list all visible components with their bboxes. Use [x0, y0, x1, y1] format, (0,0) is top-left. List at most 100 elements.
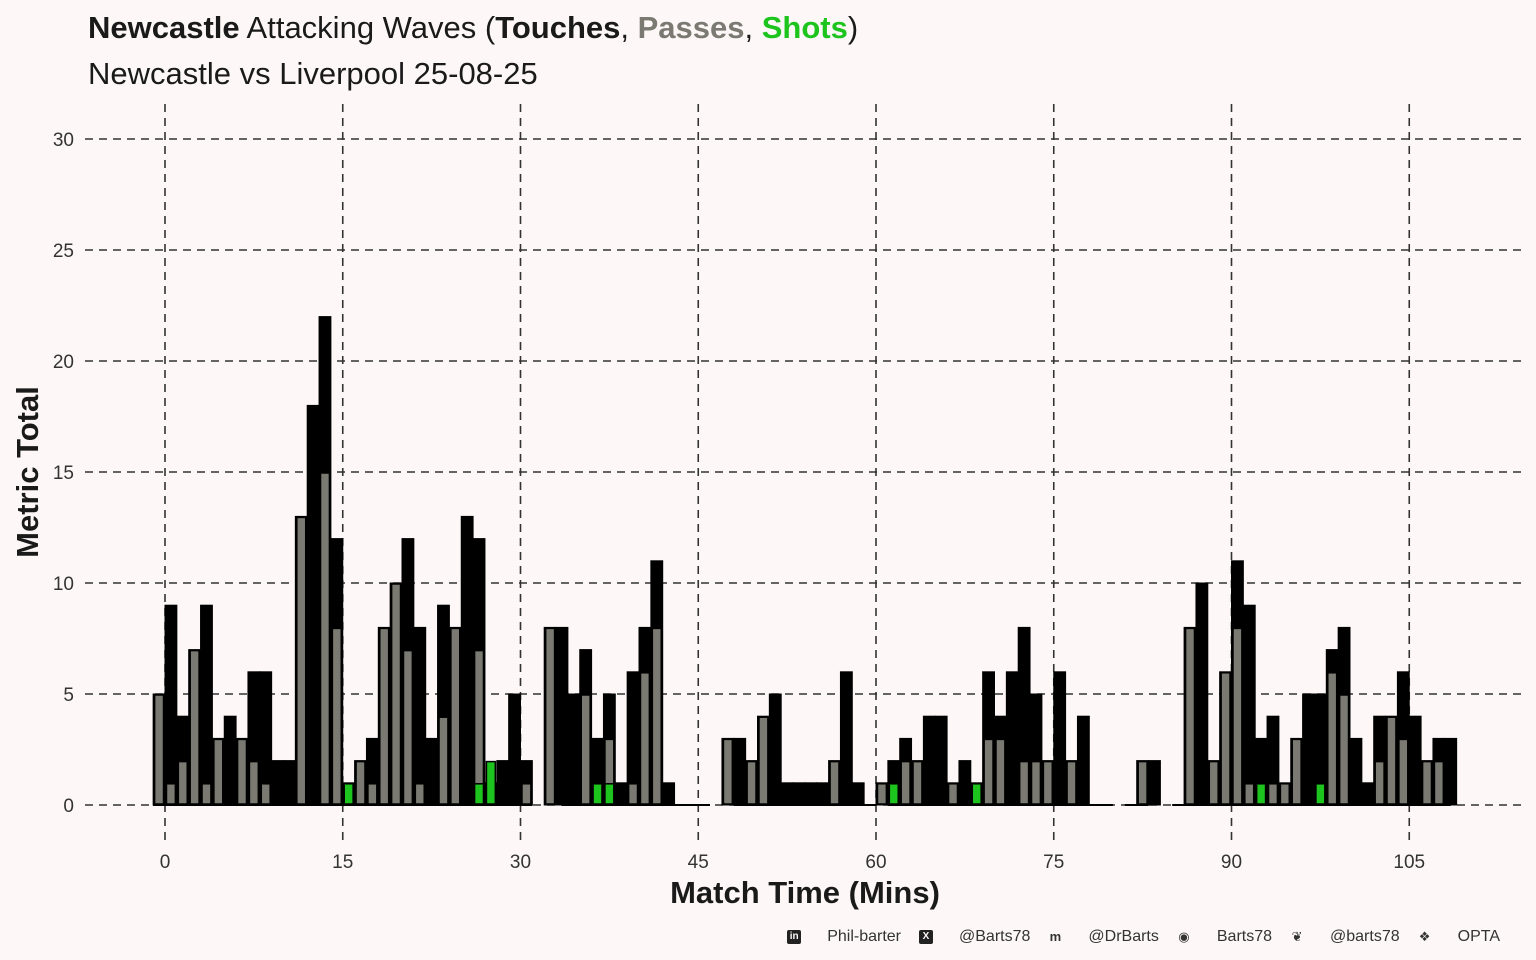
x-tick-label: 60: [865, 852, 886, 873]
passes-bar: [639, 672, 651, 805]
passes-bar: [1327, 672, 1338, 805]
x-tick-label: 30: [510, 852, 531, 873]
title-end: ): [847, 10, 859, 45]
touches-bar: [1242, 604, 1256, 806]
mastodon-icon: m: [1049, 929, 1062, 944]
footer-label: Phil-barter: [827, 928, 902, 945]
footer-credit: in Phil-barter: [787, 928, 901, 946]
y-tick-label: 5: [63, 685, 74, 706]
passes-bar: [947, 783, 959, 805]
touches-bar: [1053, 671, 1067, 806]
x-axis-label: Match Time (Mins): [670, 875, 940, 910]
x-tick-label: 90: [1221, 852, 1242, 873]
passes-bar: [296, 516, 307, 805]
passes-bar: [236, 738, 248, 805]
touches-bar: [1408, 715, 1422, 806]
touches-bar: [271, 760, 284, 806]
passes-bar: [521, 783, 532, 805]
passes-bar: [627, 783, 639, 805]
touches-bar: [567, 693, 581, 806]
passes-bar: [319, 472, 331, 805]
passes-bar: [1291, 738, 1302, 805]
passes-bar: [438, 716, 449, 805]
footer-credit: ❦ @barts78: [1290, 928, 1400, 946]
passes-bar: [1433, 760, 1445, 805]
passes-bar: [1232, 627, 1243, 805]
touches-bar: [958, 760, 972, 806]
title-sep2: ,: [744, 10, 762, 45]
footer-credit: m @DrBarts: [1048, 928, 1159, 946]
passes-bar: [1374, 760, 1385, 805]
shots-bar: [888, 783, 899, 805]
passes-bar: [580, 694, 591, 805]
bluesky-icon: ❦: [1291, 929, 1303, 944]
touches-bar: [839, 671, 853, 806]
touches-bar: [496, 760, 510, 806]
footer-credit: X @Barts78: [919, 928, 1030, 946]
y-tick-label: 0: [63, 796, 74, 817]
passes-bar: [1338, 694, 1350, 805]
touches-bar: [425, 737, 439, 806]
passes-bar: [544, 627, 556, 805]
shots-bar: [485, 760, 497, 805]
x-tick-label: 0: [160, 852, 171, 873]
passes-bar: [1421, 760, 1433, 805]
title-middle: Attacking Waves (: [239, 10, 496, 45]
passes-bar: [450, 627, 461, 805]
y-tick-label: 15: [53, 463, 74, 484]
passes-bar: [722, 738, 734, 805]
title-team: Newcastle: [88, 10, 240, 45]
passes-bar: [983, 738, 994, 805]
y-tick-label: 25: [53, 241, 74, 262]
passes-bar: [1220, 672, 1231, 805]
title-sep1: ,: [620, 10, 638, 45]
y-tick-label: 30: [53, 130, 74, 151]
touches-bar: [200, 604, 213, 806]
passes-bar: [1208, 760, 1219, 805]
touches-bar: [460, 515, 474, 806]
passes-bar: [153, 694, 165, 805]
shots-bar: [971, 783, 982, 805]
passes-bar: [912, 760, 923, 805]
footer-label: @Barts78: [959, 928, 1031, 945]
passes-bar: [390, 583, 402, 805]
passes-bar: [900, 760, 911, 805]
touches-bar: [259, 671, 273, 806]
touches-bar: [508, 693, 521, 806]
shots-bar: [473, 783, 485, 805]
touches-bar: [1195, 582, 1209, 806]
passes-bar: [260, 783, 271, 805]
touches-bar: [816, 782, 830, 806]
touches-bar: [164, 604, 178, 806]
footer-credit: ❖ OPTA: [1418, 928, 1500, 946]
chart-title: Newcastle Attacking Waves (Touches, Pass…: [88, 10, 858, 46]
x-tick-label: 45: [688, 852, 709, 873]
touches-bar: [1148, 760, 1161, 806]
passes-bar: [758, 716, 769, 805]
passes-bar: [331, 627, 343, 805]
touches-bar: [792, 782, 806, 806]
touches-bar: [1444, 737, 1458, 806]
touches-bar: [780, 782, 794, 806]
passes-bar: [189, 649, 200, 805]
x-icon: X: [919, 930, 934, 944]
touches-bar: [1076, 715, 1090, 806]
passes-bar: [1030, 760, 1042, 805]
passes-bar: [355, 760, 366, 805]
footer-label: Barts78: [1216, 928, 1273, 945]
passes-bar: [1267, 783, 1279, 805]
passes-bar: [1184, 627, 1196, 805]
passes-bar: [379, 627, 390, 805]
passes-bar: [402, 649, 414, 805]
passes-bar: [1279, 783, 1291, 805]
shots-bar: [604, 783, 615, 805]
passes-bar: [213, 738, 224, 805]
title-passes: Passes: [637, 10, 745, 45]
dropbox-icon: ❖: [1418, 929, 1431, 944]
passes-bar: [1137, 760, 1148, 805]
footer-label: OPTA: [1457, 928, 1500, 945]
chart-subtitle: Newcastle vs Liverpool 25-08-25: [88, 56, 538, 91]
touches-bar: [1029, 693, 1043, 806]
passes-bar: [248, 760, 260, 805]
